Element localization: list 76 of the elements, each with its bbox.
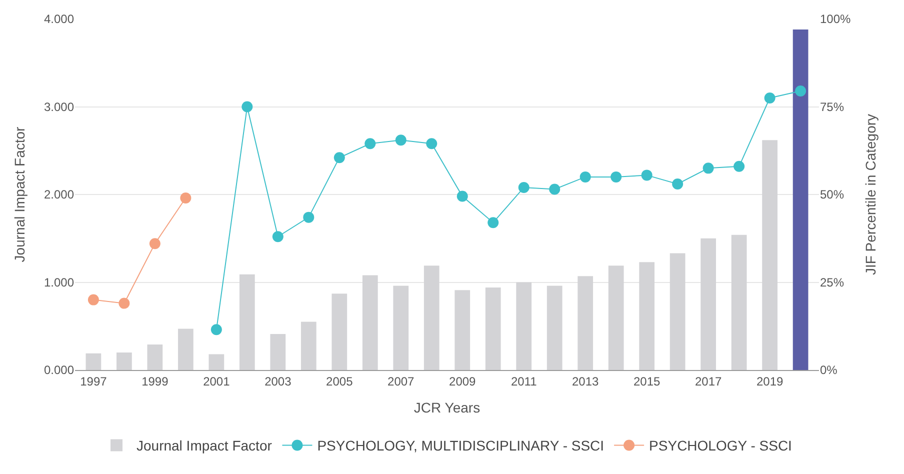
x-tick-label: 2013 <box>572 374 600 388</box>
point <box>180 192 192 204</box>
y2-tick-label: 0% <box>820 363 838 378</box>
bar <box>639 262 655 370</box>
point <box>118 298 130 309</box>
point <box>702 162 714 174</box>
point <box>672 178 684 190</box>
bar <box>424 266 440 370</box>
bar <box>485 288 501 370</box>
y2-tick-label: 50% <box>820 188 844 202</box>
bar <box>300 322 316 370</box>
y2-axis-title: JIF Percentile in Category <box>862 114 878 276</box>
bar <box>516 282 532 370</box>
point <box>456 190 468 202</box>
point <box>734 160 745 172</box>
point <box>610 171 622 182</box>
x-tick-label: 2017 <box>694 374 722 388</box>
point <box>210 324 222 336</box>
bar <box>700 238 716 370</box>
bar <box>670 253 686 370</box>
bar <box>578 276 594 370</box>
bar <box>762 140 778 370</box>
y-tick-label: 4.000 <box>44 12 74 26</box>
x-tick-label: 2011 <box>510 374 538 388</box>
legend-label: PSYCHOLOGY - SSCI <box>649 438 792 454</box>
bar <box>454 290 470 370</box>
x-tick-label: 2009 <box>449 374 476 388</box>
bar <box>731 234 747 370</box>
bar <box>116 352 132 370</box>
x-tick-label: 2005 <box>326 374 354 388</box>
x-tick-label: 2015 <box>633 374 660 388</box>
bar <box>393 286 409 370</box>
point <box>395 134 406 146</box>
point <box>364 138 376 150</box>
point <box>549 184 560 195</box>
x-tick-label: 1997 <box>80 374 108 388</box>
y2-tick-label: 25% <box>820 275 844 290</box>
bar <box>608 266 624 370</box>
point <box>272 231 284 242</box>
point <box>149 238 160 250</box>
y-axis-title: Journal Impact Factor <box>12 126 28 262</box>
x-tick-label: 1999 <box>142 374 169 388</box>
bar <box>792 30 808 370</box>
y-tick-label: 2.000 <box>44 188 74 202</box>
x-axis-title: JCR Years <box>414 400 480 416</box>
y2-tick-label: 75% <box>820 100 844 114</box>
y-tick-label: 0.000 <box>44 363 74 378</box>
bar <box>147 344 163 370</box>
point <box>488 217 499 228</box>
point <box>334 152 345 164</box>
point <box>242 101 253 112</box>
point <box>580 171 591 182</box>
x-tick-label: 2019 <box>756 374 784 388</box>
x-tick-label: 2007 <box>388 374 415 388</box>
legend-label: PSYCHOLOGY, MULTIDISCIPLINARY - SSCI <box>317 438 604 454</box>
bar <box>86 353 102 370</box>
y2-tick-label: 100% <box>820 12 852 26</box>
point <box>641 170 652 181</box>
y-tick-label: 1.000 <box>44 275 74 290</box>
point <box>426 138 438 150</box>
point <box>88 294 99 306</box>
bar <box>362 275 378 370</box>
bar <box>178 328 194 370</box>
point <box>303 212 314 223</box>
bar <box>332 294 348 370</box>
bar <box>270 334 286 370</box>
x-tick-label: 2003 <box>264 374 292 388</box>
bar <box>546 286 562 370</box>
bar <box>208 354 224 370</box>
point <box>764 92 776 104</box>
legend-label: Journal Impact Factor <box>136 438 272 454</box>
point <box>795 85 806 96</box>
x-tick-label: 2001 <box>203 374 230 388</box>
y-tick-label: 3.000 <box>44 100 74 114</box>
point <box>518 182 530 193</box>
bar <box>239 274 255 370</box>
